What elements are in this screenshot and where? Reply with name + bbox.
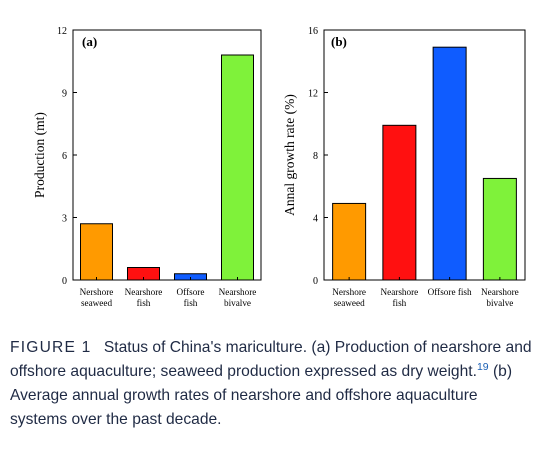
y-tick-label: 16	[308, 26, 318, 37]
bar	[332, 202, 367, 281]
caption-text-main: Status of China's mariculture. (a) Produ…	[10, 339, 532, 380]
bar	[382, 124, 417, 281]
x-tick-label: Nershore	[332, 287, 366, 297]
caption-text-rest: (b) Average annual growth rates of nears…	[10, 363, 513, 428]
y-axis-label: Annal growth rate (%)	[282, 94, 297, 216]
y-tick-label: 8	[313, 151, 318, 162]
bar	[221, 54, 254, 281]
x-tick-label: Nearshore	[219, 287, 257, 297]
x-tick-label: bivalve	[224, 298, 251, 308]
chart-panel-b: 0 4 8 12 16 Annal growth rate (%) (b) Nershores…	[282, 26, 526, 308]
x-tick-label: Offsore fish	[428, 287, 472, 297]
y-tick-label: 9	[62, 89, 67, 100]
bar	[482, 177, 517, 281]
y-tick-label: 12	[308, 89, 318, 100]
x-tick-label: seaweed	[81, 298, 113, 308]
panel-label: (b)	[331, 34, 347, 49]
bar	[432, 46, 467, 281]
y-tick-label: 3	[62, 214, 67, 225]
y-tick-label: 6	[62, 151, 67, 162]
x-tick-label: fish	[392, 298, 406, 308]
panel-label: (a)	[82, 34, 97, 49]
x-tick-label: Nershore	[80, 287, 114, 297]
x-tick-label: fish	[184, 298, 198, 308]
x-tick-label: Nearshore	[380, 287, 418, 297]
x-tick-label: seaweed	[334, 298, 366, 308]
y-tick-label: 12	[57, 26, 67, 37]
x-tick-label: bivalve	[486, 298, 513, 308]
caption-reference-link[interactable]: 19	[476, 360, 489, 373]
y-tick-label: 4	[313, 214, 318, 225]
caption-label: FIGURE 1	[10, 339, 92, 356]
x-tick-label: Nearshore	[125, 287, 163, 297]
x-tick-label: Nearshore	[481, 287, 519, 297]
y-tick-label: 0	[313, 276, 318, 287]
figure-caption: FIGURE 1 Status of China's mariculture. …	[10, 336, 535, 432]
x-tick-label: fish	[137, 298, 151, 308]
y-axis-label: Production (mt)	[32, 112, 47, 198]
x-tick-label: Offsore	[177, 287, 205, 297]
y-tick-label: 0	[62, 276, 67, 287]
bar	[80, 223, 113, 281]
